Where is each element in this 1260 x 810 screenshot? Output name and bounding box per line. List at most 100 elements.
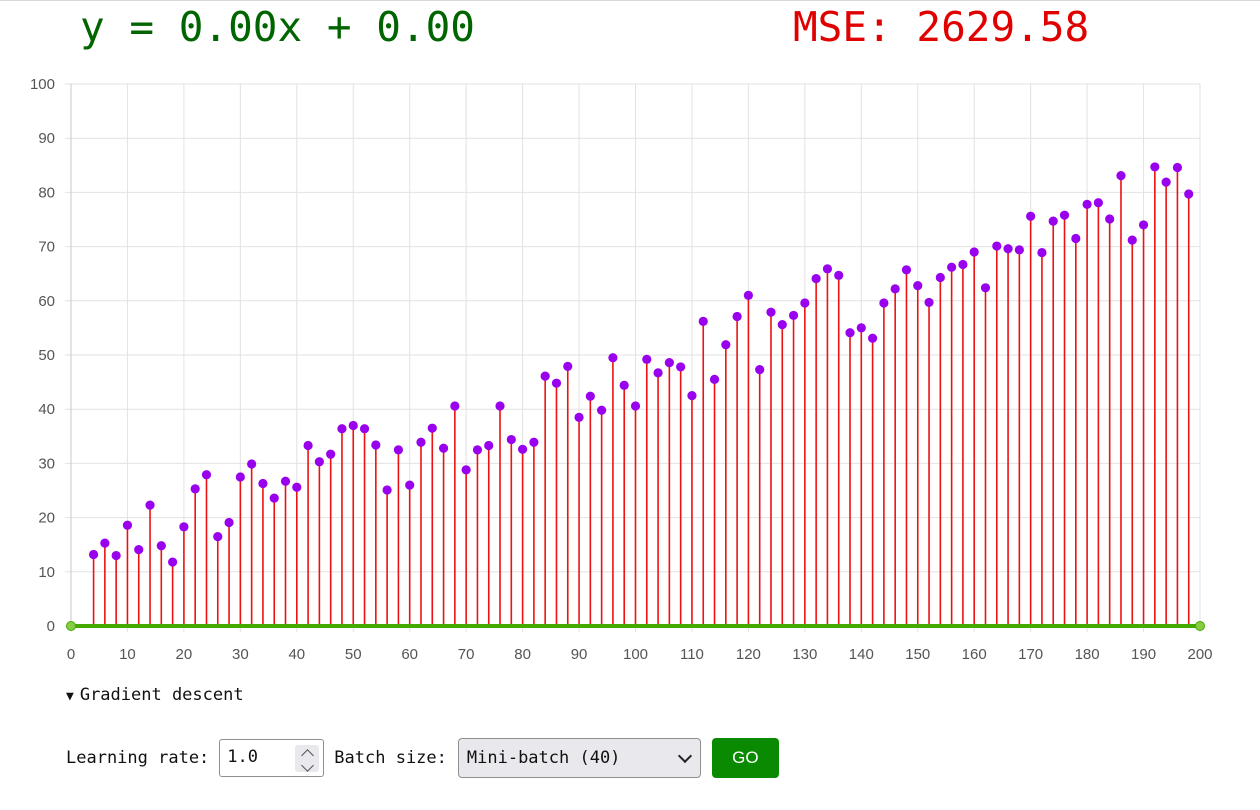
y-tick-label: 20 <box>38 510 55 527</box>
data-point <box>88 549 99 560</box>
data-point <box>269 493 279 503</box>
go-button[interactable]: GO <box>711 738 779 778</box>
data-point <box>235 472 245 482</box>
data-point <box>563 361 573 371</box>
x-tick-label: 160 <box>962 646 987 663</box>
data-point <box>1105 214 1115 224</box>
data-point <box>111 550 121 561</box>
data-point <box>280 476 291 486</box>
data-point <box>416 437 426 447</box>
y-tick-label: 100 <box>30 76 55 93</box>
data-point <box>371 440 381 450</box>
learning-rate-field <box>219 739 325 777</box>
x-tick-label: 110 <box>680 646 704 663</box>
data-point <box>1059 210 1070 220</box>
triangle-down-icon: ▼ <box>66 689 74 704</box>
data-point <box>1026 211 1036 221</box>
data-point <box>721 340 731 350</box>
section-title: Gradient descent <box>79 685 244 705</box>
batch-size-label: Batch size: <box>334 748 447 768</box>
data-point <box>574 412 584 422</box>
y-tick-label: 50 <box>38 347 55 364</box>
mse-display: MSE: 2629.58 <box>793 3 1090 51</box>
data-point <box>1093 198 1103 208</box>
data-point <box>969 247 979 257</box>
data-point <box>382 485 392 495</box>
batch-size-select[interactable]: Mini-batch (40) <box>457 738 701 778</box>
gradient-descent-toggle[interactable]: ▼ Gradient descent <box>66 685 244 705</box>
data-point <box>788 310 799 321</box>
data-point <box>529 437 539 447</box>
data-point <box>472 445 483 455</box>
data-point <box>1172 162 1183 173</box>
data-point <box>1014 245 1024 255</box>
data-point <box>292 482 302 492</box>
fit-line-end-handle <box>1195 621 1205 631</box>
data-point <box>890 284 900 294</box>
data-point <box>856 323 866 333</box>
data-point <box>405 480 415 490</box>
data-point <box>777 320 787 330</box>
data-point <box>168 557 178 567</box>
x-tick-label: 180 <box>1075 646 1100 663</box>
x-tick-label: 170 <box>1018 646 1043 663</box>
x-tick-label: 10 <box>119 646 136 663</box>
data-point <box>506 434 516 445</box>
x-tick-label: 150 <box>905 646 930 663</box>
data-point <box>156 541 166 551</box>
x-tick-label: 70 <box>458 646 475 663</box>
x-tick-label: 130 <box>792 646 817 663</box>
data-point <box>924 297 934 308</box>
data-point <box>743 290 754 300</box>
fit-line-start-handle <box>66 621 76 631</box>
data-point <box>619 380 629 390</box>
data-point <box>303 440 313 451</box>
data-point <box>698 316 708 326</box>
data-point <box>258 478 268 489</box>
x-tick-label: 120 <box>736 646 761 663</box>
y-tick-label: 90 <box>38 130 55 147</box>
data-point <box>653 368 663 378</box>
data-point <box>427 423 437 433</box>
data-point <box>438 443 449 453</box>
spinner-arrows-icon[interactable] <box>295 745 320 772</box>
learning-rate-input[interactable] <box>220 740 290 774</box>
data-point <box>811 273 821 284</box>
data-point <box>326 449 336 459</box>
data-point <box>100 538 110 548</box>
data-point <box>1138 220 1149 230</box>
y-tick-label: 80 <box>38 184 55 201</box>
data-point <box>518 444 528 454</box>
data-point <box>642 354 652 364</box>
data-point <box>179 522 189 532</box>
data-point <box>1184 189 1194 199</box>
data-point <box>201 470 212 480</box>
data-point <box>145 500 155 510</box>
batch-size-value: Mini-batch (40) <box>466 748 621 768</box>
x-tick-label: 30 <box>232 646 249 663</box>
x-tick-label: 40 <box>288 646 305 663</box>
data-point <box>732 311 742 322</box>
data-point <box>461 465 471 475</box>
chevron-down-icon <box>677 748 692 764</box>
data-point <box>1037 247 1047 258</box>
x-tick-label: 190 <box>1131 646 1156 663</box>
y-tick-label: 10 <box>38 564 55 581</box>
data-point <box>1150 162 1160 172</box>
data-point <box>709 374 720 384</box>
data-point <box>867 333 878 343</box>
data-point <box>630 401 641 411</box>
regression-chart: 0 10 20 30 40 50 60 70 80 90 100 110 120 130 140 150 160… <box>30 76 1213 663</box>
data-point <box>551 378 562 388</box>
y-tick-label: 30 <box>38 455 55 472</box>
learning-rate-label: Learning rate: <box>66 748 210 768</box>
data-point <box>980 283 991 293</box>
data-point <box>913 281 923 291</box>
data-point <box>901 265 912 275</box>
data-point <box>134 544 144 555</box>
data-point <box>540 371 550 381</box>
data-point <box>314 457 324 467</box>
data-point <box>845 328 855 338</box>
y-tick-label: 70 <box>38 239 55 256</box>
y-tick-label: 40 <box>38 401 55 418</box>
